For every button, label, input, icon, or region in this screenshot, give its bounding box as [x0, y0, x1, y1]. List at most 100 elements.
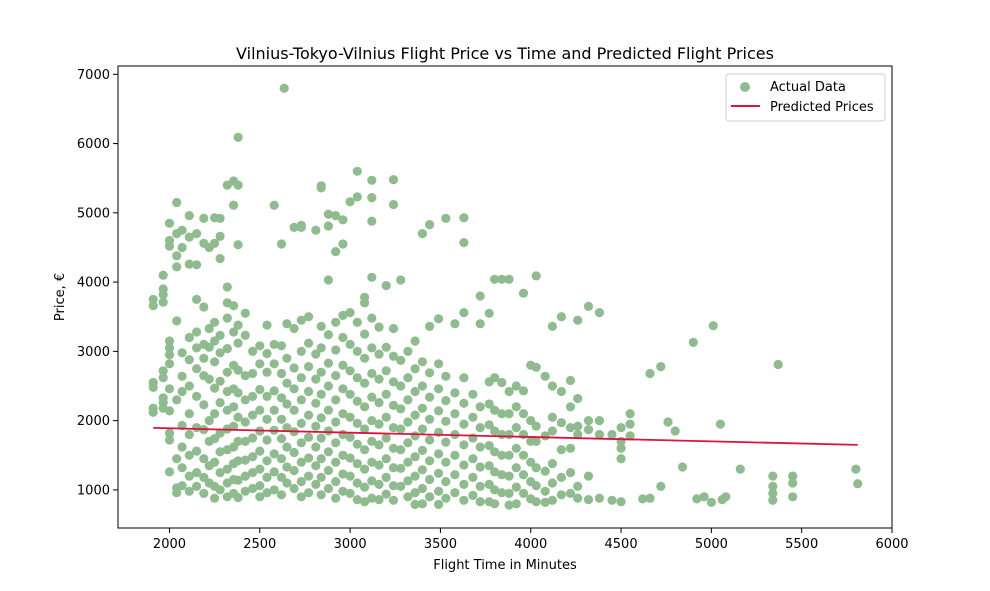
data-point: [172, 395, 182, 405]
data-point: [773, 359, 783, 370]
data-point: [276, 490, 287, 500]
data-point: [210, 317, 220, 327]
y-axis-label: Price, €: [53, 273, 68, 321]
data-point: [304, 432, 314, 442]
legend-label-actual-data: Actual Data: [770, 80, 846, 95]
data-point: [360, 482, 370, 492]
data-point: [233, 365, 243, 375]
data-point: [518, 470, 529, 480]
data-point: [164, 428, 175, 438]
data-point: [556, 418, 567, 428]
data-point: [164, 241, 175, 251]
data-point: [360, 402, 370, 412]
legend-label-predicted-prices: Predicted Prices: [770, 100, 874, 115]
data-point: [490, 467, 500, 477]
data-point: [248, 433, 258, 443]
data-point: [210, 357, 220, 367]
data-point: [311, 398, 321, 408]
data-point: [573, 481, 583, 491]
data-point: [338, 215, 348, 225]
data-point: [204, 323, 214, 334]
data-point: [381, 489, 391, 499]
data-point: [316, 472, 326, 482]
data-point: [240, 371, 250, 381]
data-point: [484, 399, 494, 409]
data-point: [184, 381, 194, 391]
data-point: [403, 346, 413, 356]
y-tick-label: 2000: [77, 414, 110, 429]
data-point: [441, 477, 451, 487]
data-point: [255, 481, 265, 491]
data-point: [410, 410, 420, 420]
data-point: [262, 320, 272, 330]
data-point: [425, 368, 435, 378]
data-point: [490, 447, 500, 457]
data-point: [573, 493, 583, 503]
data-point: [210, 383, 220, 393]
data-point: [222, 282, 232, 292]
data-point: [594, 416, 605, 426]
data-point: [417, 357, 427, 367]
data-point: [316, 181, 326, 191]
data-point: [396, 424, 406, 434]
data-point: [360, 298, 370, 308]
data-point: [199, 302, 209, 312]
data-point: [164, 467, 175, 477]
data-point: [367, 343, 377, 353]
data-point: [240, 436, 250, 446]
data-point: [164, 350, 175, 360]
data-point: [417, 424, 427, 434]
data-point: [788, 478, 798, 488]
data-point: [158, 366, 168, 376]
data-point: [497, 409, 507, 419]
data-point: [215, 447, 225, 457]
data-point: [222, 464, 232, 474]
data-point: [255, 492, 265, 502]
data-point: [164, 384, 175, 394]
data-point: [715, 419, 726, 429]
data-point: [164, 343, 175, 353]
data-point: [450, 388, 460, 398]
data-point: [192, 260, 202, 270]
data-point: [289, 405, 299, 415]
data-point: [304, 410, 314, 420]
data-point: [215, 468, 225, 478]
data-point: [607, 495, 617, 505]
data-point: [573, 421, 583, 431]
data-point: [853, 479, 863, 489]
data-point: [677, 462, 688, 472]
data-point: [323, 483, 333, 494]
data-point: [184, 471, 194, 481]
data-point: [484, 461, 494, 471]
data-point: [497, 470, 507, 480]
data-point: [388, 400, 399, 410]
data-point: [417, 445, 427, 455]
data-point: [381, 433, 391, 443]
data-point: [304, 488, 314, 498]
data-point: [164, 359, 175, 369]
data-point: [316, 389, 326, 399]
data-point: [518, 288, 529, 298]
data-point: [388, 481, 399, 491]
data-point: [215, 428, 225, 438]
data-point: [497, 377, 507, 388]
data-point: [233, 240, 243, 250]
data-point: [148, 301, 158, 311]
data-point: [248, 452, 258, 462]
data-point: [374, 460, 384, 470]
data-point: [210, 238, 220, 248]
data-point: [323, 465, 333, 476]
data-point: [367, 457, 377, 467]
data-point: [192, 364, 202, 374]
predicted-prices-line: [153, 427, 858, 446]
data-point: [441, 457, 451, 467]
plot-frame: [117, 65, 893, 529]
data-point: [484, 441, 494, 451]
data-point: [296, 315, 306, 325]
data-point: [282, 399, 292, 409]
data-point: [459, 373, 469, 383]
data-point: [360, 378, 370, 388]
data-point: [204, 342, 214, 352]
data-point: [388, 175, 399, 185]
data-point: [311, 349, 321, 359]
